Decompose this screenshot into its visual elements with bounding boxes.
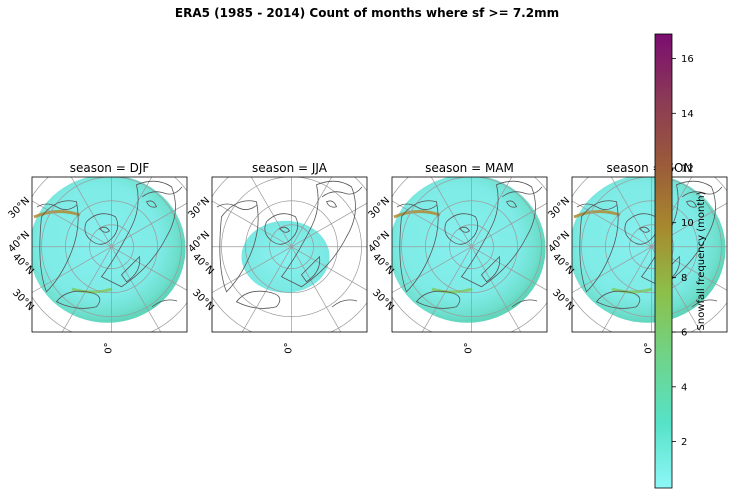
coastline xyxy=(579,200,619,293)
coastline xyxy=(396,203,438,210)
colorbar-tick-label: 14 xyxy=(681,109,694,120)
latitude-label: 40°N xyxy=(367,229,393,255)
coastline xyxy=(460,180,536,288)
latitude-label: 30°N xyxy=(187,195,213,221)
coastline xyxy=(399,200,439,293)
high-frequency-band xyxy=(431,287,473,294)
panel-frame xyxy=(571,176,728,333)
coastline xyxy=(235,290,281,309)
coastline xyxy=(219,200,259,293)
coastline xyxy=(681,186,723,198)
panels: season = DJF 30°N 40°N 40°N 30°N 0° season = J… xyxy=(7,161,728,354)
coastline xyxy=(264,213,299,245)
coastline xyxy=(145,200,158,208)
colorbar-label: Snowfall frequency (month) xyxy=(696,191,707,330)
colorbar: 2 4 6 8 10 12 14 16 Snowfall frequency (month) xyxy=(654,33,707,489)
chart-title: ERA5 (1985 - 2014) Count of months where… xyxy=(175,6,559,20)
panel-title: season = DJF xyxy=(70,161,150,175)
colorbar-gradient xyxy=(654,33,673,489)
coastline xyxy=(638,226,651,233)
coastline xyxy=(576,203,618,210)
coastline xyxy=(624,213,659,245)
latitude-label: 30°N xyxy=(547,195,573,221)
panel-title: season = MAM xyxy=(425,161,514,175)
coastline xyxy=(278,226,291,233)
coastline xyxy=(331,299,358,308)
colorbar-tick-label: 12 xyxy=(681,164,694,175)
longitude-label: 0° xyxy=(464,342,475,353)
longitude-label: 0° xyxy=(644,342,655,353)
panel-frame xyxy=(31,176,188,333)
colorbar-tick-label: 16 xyxy=(681,54,694,65)
coastline xyxy=(39,200,79,293)
coastline xyxy=(595,290,641,309)
coastline xyxy=(151,299,178,308)
colorbar-tick-label: 10 xyxy=(681,218,694,229)
high-frequency-band xyxy=(33,210,81,219)
panel-frame xyxy=(211,176,368,333)
coastline xyxy=(321,186,363,198)
coastline xyxy=(685,200,698,208)
latitude-label: 40°N xyxy=(547,229,573,255)
coastline xyxy=(280,180,356,288)
coastline xyxy=(120,255,141,283)
high-frequency-band xyxy=(71,287,113,294)
panel-frame xyxy=(391,176,548,333)
coastline xyxy=(36,203,78,210)
latitude-label: 30°N xyxy=(7,195,33,221)
graticule-meridian xyxy=(212,202,367,294)
graticule-meridian xyxy=(572,202,727,294)
coastline xyxy=(325,200,338,208)
colorbar-tick-label: 8 xyxy=(681,273,687,284)
coastline xyxy=(100,180,176,288)
latitude-label: 30°N xyxy=(367,195,393,221)
coastline xyxy=(458,226,471,233)
coastline xyxy=(98,226,111,233)
coastline xyxy=(505,200,518,208)
colorbar-tick-label: 4 xyxy=(681,382,687,393)
colorbar-ticks: 2 4 6 8 10 12 14 16 xyxy=(672,54,694,448)
panel-title: season = JJA xyxy=(252,161,328,175)
latitude-label: 40°N xyxy=(187,229,213,255)
longitude-label: 0° xyxy=(284,342,295,353)
coastline xyxy=(216,203,258,210)
coastline xyxy=(141,186,183,198)
panel-title: season = SON xyxy=(607,161,693,175)
coastline xyxy=(501,186,543,198)
high-frequency-band xyxy=(611,287,653,294)
high-frequency-band xyxy=(573,210,621,219)
coastline xyxy=(480,255,501,283)
coastline xyxy=(55,290,101,309)
coastline xyxy=(511,299,538,308)
coastline xyxy=(691,299,718,308)
coastline xyxy=(84,213,119,245)
colorbar-tick-label: 6 xyxy=(681,328,687,339)
colorbar-tick-label: 2 xyxy=(681,437,687,448)
graticule-meridian xyxy=(392,202,547,294)
coastline xyxy=(444,213,479,245)
longitude-label: 0° xyxy=(104,342,115,353)
coastline xyxy=(415,290,461,309)
high-frequency-band xyxy=(393,210,441,219)
graticule-meridian xyxy=(32,202,187,294)
latitude-label: 40°N xyxy=(7,229,33,255)
coastline xyxy=(300,255,321,283)
